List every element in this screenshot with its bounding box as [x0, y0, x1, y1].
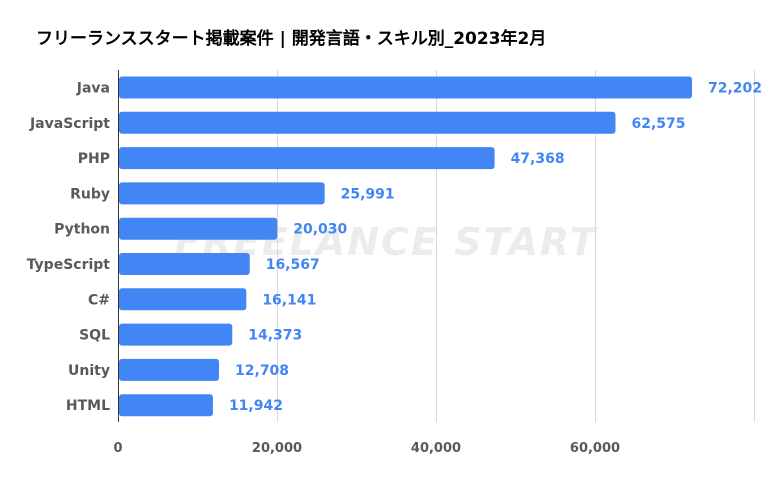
- bar-html: [119, 394, 213, 417]
- bar-java: [119, 76, 693, 99]
- bar-unity: [119, 358, 220, 381]
- chart-title: フリーランススタート掲載案件 | 開発言語・スキル別_2023年2月: [36, 29, 547, 49]
- x-tick-label: 0: [113, 441, 122, 456]
- data-label: 14,373: [248, 328, 302, 344]
- category-label: Ruby: [70, 186, 110, 202]
- data-label: 11,942: [229, 398, 283, 414]
- bar-typescript: [119, 253, 250, 275]
- bar-javascript: [119, 111, 616, 134]
- category-label: PHP: [78, 151, 110, 167]
- data-label: 16,567: [266, 257, 320, 273]
- data-label: 12,708: [235, 363, 289, 379]
- category-label: TypeScript: [27, 257, 111, 273]
- bar-php: [119, 147, 495, 170]
- data-label: 72,202: [708, 81, 762, 97]
- labels: 0 20,000 40,000 60,000 Java 72,202 JavaScript 6…: [27, 81, 762, 457]
- data-label: 16,141: [262, 292, 316, 308]
- x-tick-label: 40,000: [411, 441, 461, 456]
- category-label: Unity: [68, 363, 110, 379]
- bars: [119, 76, 693, 417]
- data-label: 25,991: [341, 186, 395, 202]
- category-label: Java: [76, 81, 110, 97]
- category-label: HTML: [66, 398, 110, 414]
- bar-python: [119, 217, 278, 240]
- category-label: C#: [88, 292, 110, 308]
- data-label: 47,368: [511, 151, 565, 167]
- category-label: JavaScript: [29, 116, 110, 132]
- bar-sql: [119, 323, 233, 346]
- x-tick-label: 60,000: [570, 441, 620, 456]
- bar-ruby: [119, 182, 325, 205]
- data-label: 20,030: [293, 222, 347, 238]
- bar-c-: [119, 288, 247, 311]
- category-label: Python: [54, 222, 110, 238]
- category-label: SQL: [79, 328, 110, 344]
- x-tick-label: 20,000: [252, 441, 302, 456]
- data-label: 62,575: [631, 116, 685, 132]
